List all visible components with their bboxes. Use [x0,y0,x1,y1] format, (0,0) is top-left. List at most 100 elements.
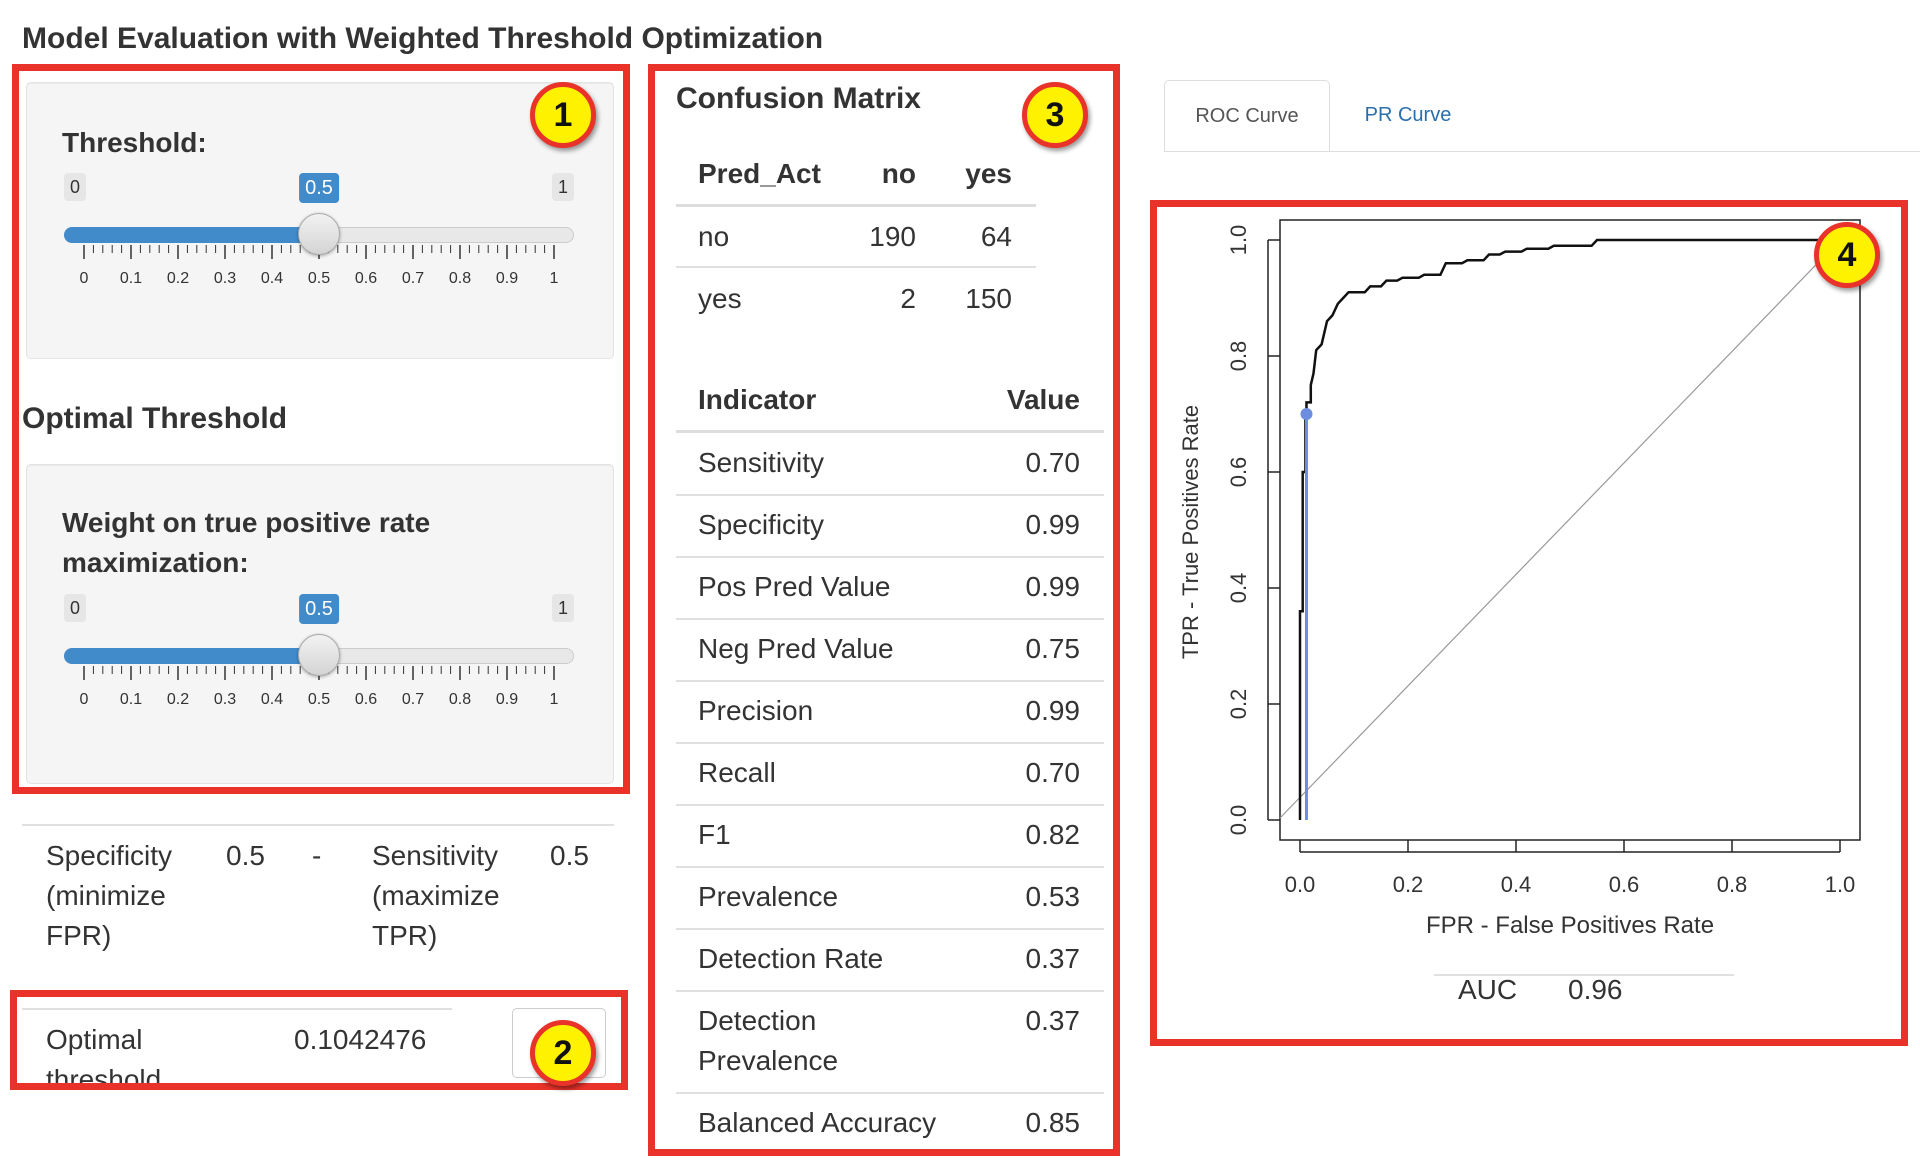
y-tick-label: 1.0 [1226,225,1251,256]
slider-tick-label: 0 [80,691,89,708]
slider-min-label: 0 [64,594,87,622]
annotation-badge-1: 1 [530,82,596,148]
indicator-row-divider [676,928,1104,930]
slider-tick-label: 0.4 [261,691,283,708]
slider-tick-label: 0.4 [261,270,283,287]
weight-slider[interactable]: 0 1 0.5 0 0.1 0.2 0.3 0.4 0.5 0.6 0.7 0.8 0.9 1 [64,594,584,724]
indicator-header-rule [676,430,1104,433]
cm-header-no: no [881,158,916,189]
sensitivity-weight-label: Sensitivity (maximize TPR) [372,840,500,951]
slider-tick-label: 0.3 [214,691,236,708]
slider-tick-label: 0.7 [402,691,424,708]
sensitivity-weight-value: 0.5 [550,840,589,871]
slider-handle[interactable] [298,213,340,255]
annotation-box-2 [10,990,628,1090]
indicator-name: Precision [698,695,814,726]
auc-divider [1434,974,1734,976]
indicator-name: Balanced Accuracy [698,1107,937,1138]
slider-tick-label: 0.9 [496,691,518,708]
slider-max-label: 1 [552,173,575,201]
y-tick-label: 0.8 [1226,341,1251,372]
indicator-row-divider [676,742,1104,744]
slider-tick-label: 0.8 [449,691,471,708]
indicator-row-divider [676,866,1104,868]
cm-header-yes: yes [965,158,1012,189]
indicator-header: Indicator [698,384,817,415]
slider-ticks: 0 0.1 0.2 0.3 0.4 0.5 0.6 0.7 0.8 0.9 1 [80,245,559,287]
indicator-row-divider [676,618,1104,620]
x-tick-label: 0.6 [1609,872,1640,897]
cm-row-divider [676,266,1036,268]
slider-min-label: 0 [64,173,87,201]
indicator-name: Prevalence [698,881,839,912]
indicator-row-divider [676,1092,1104,1094]
cm-cell: 190 [869,221,916,252]
optimal-threshold-title: Optimal Threshold [22,402,288,435]
confusion-matrix-title: Confusion Matrix [676,82,921,115]
annotation-box-3 [648,64,1120,1156]
indicator-row-divider [676,494,1104,496]
slider-tick-label: 0.6 [355,270,377,287]
threshold-label: Threshold: [62,127,207,158]
y-tick-label: 0.2 [1226,689,1251,720]
x-axis-label: FPR - False Positives Rate [1426,912,1714,939]
cm-cell: 150 [965,283,1012,314]
indicator-value: 0.37 [1025,1005,1081,1036]
indicator-row-divider [676,680,1104,682]
slider-tick-label: 0 [80,270,89,287]
weight-well: Weight on true positive rate maximizatio… [26,464,614,784]
cm-row-label: yes [698,283,742,314]
tab-pr-curve[interactable]: PR Curve [1364,104,1452,126]
optimal-point-marker [1300,408,1313,420]
slider-tick-label: 1 [550,691,559,708]
slider-ticks: 0 0.1 0.2 0.3 0.4 0.5 0.6 0.7 0.8 0.9 1 [80,666,559,708]
plot-frame [1279,219,1861,841]
threshold-slider[interactable]: 0 1 0.5 0 0.1 0.2 0.3 0.4 0.5 0.6 0.7 0.8 0.9 1 [64,173,584,303]
x-tick-label: 0.4 [1501,872,1532,897]
indicator-value: 0.70 [1025,447,1081,478]
tab-roc-curve[interactable]: ROC Curve [1164,80,1330,152]
cm-header-pred-act: Pred_Act [698,158,821,189]
roc-chart: 0.0 0.2 0.4 0.6 0.8 1.0 0.0 0.2 0.4 0.6 0.8 1.0 TPR… [1178,219,1861,939]
slider-tick-label: 0.2 [167,691,189,708]
indicator-value: 0.37 [1025,943,1081,974]
indicator-name: Detection Rate [698,943,884,974]
indicator-value: 0.99 [1025,695,1081,726]
annotation-badge-4: 4 [1814,222,1880,288]
y-tick-label: 0.6 [1226,457,1251,488]
indicator-row-divider [676,556,1104,558]
slider-tick-label: 0.1 [120,691,142,708]
slider-fill [64,227,319,243]
x-tick-label: 0.8 [1717,872,1748,897]
indicator-name: Sensitivity [698,447,825,478]
annotation-badge-2: 2 [530,1020,596,1086]
slider-tick-label: 0.9 [496,270,518,287]
indicator-row-divider [676,804,1104,806]
indicator-value: 0.82 [1025,819,1081,850]
slider-tick-label: 0.5 [308,691,330,708]
slider-tick-label: 0.7 [402,270,424,287]
indicator-value: 0.85 [1025,1107,1081,1138]
annotation-box-4 [1150,200,1908,1046]
slider-value-label: 0.5 [299,594,339,624]
slider-value-label: 0.5 [299,173,339,203]
indicator-value: 0.70 [1025,757,1081,788]
indicator-value: 0.99 [1025,509,1081,540]
annotation-box-1 [12,64,630,794]
slider-tick-label: 0.3 [214,270,236,287]
cm-header-rule [676,204,1036,207]
value-header: Value [1006,384,1080,415]
weights-separator: - [312,840,322,871]
x-tick-label: 0.2 [1393,872,1424,897]
optimal-threshold-value: 0.1042476 [294,1024,427,1055]
indicator-name: Detection Prevalence [698,1005,839,1076]
cm-row-label: no [698,221,730,252]
y-tick-label: 0.4 [1226,573,1251,604]
roc-curve-line [1298,238,1840,820]
indicator-value: 0.75 [1025,633,1081,664]
slider-tick-label: 0.1 [120,270,142,287]
weight-label: Weight on true positive rate maximizatio… [62,507,431,578]
specificity-weight-label: Specificity (minimize FPR) [46,840,173,951]
indicator-row-divider [676,990,1104,992]
slider-handle[interactable] [298,634,340,676]
